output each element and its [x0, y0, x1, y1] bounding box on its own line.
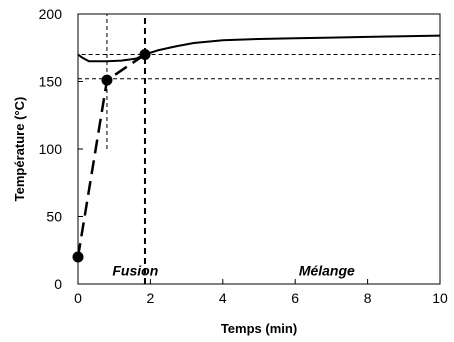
x-tick-label-8: 8: [364, 290, 372, 306]
x-tick-label-2: 2: [147, 290, 155, 306]
annotation-fusion: Fusion: [112, 263, 158, 279]
annotations: Fusion Mélange: [112, 263, 355, 279]
x-axis-title: Temps (min): [221, 321, 297, 336]
y-tick-label-150: 150: [39, 74, 63, 90]
y-axis-title: Température (°C): [12, 97, 27, 202]
x-tick-label-6: 6: [291, 290, 299, 306]
series-layer: [72, 34, 441, 263]
y-tick-label-100: 100: [39, 141, 63, 157]
y-tick-label-200: 200: [39, 6, 63, 22]
x-tick-label-4: 4: [219, 290, 227, 306]
data-point-2-2: [101, 74, 113, 86]
x-tick-label-0: 0: [74, 290, 82, 306]
data-point-2-3: [139, 49, 151, 60]
x-tick-label-10: 10: [432, 290, 448, 306]
y-tick-label-50: 50: [46, 209, 62, 225]
y-tick-label-0: 0: [54, 276, 62, 292]
data-point-2-1: [72, 251, 84, 263]
annotation-mlange: Mélange: [299, 263, 355, 279]
series-line-1: [77, 34, 441, 63]
